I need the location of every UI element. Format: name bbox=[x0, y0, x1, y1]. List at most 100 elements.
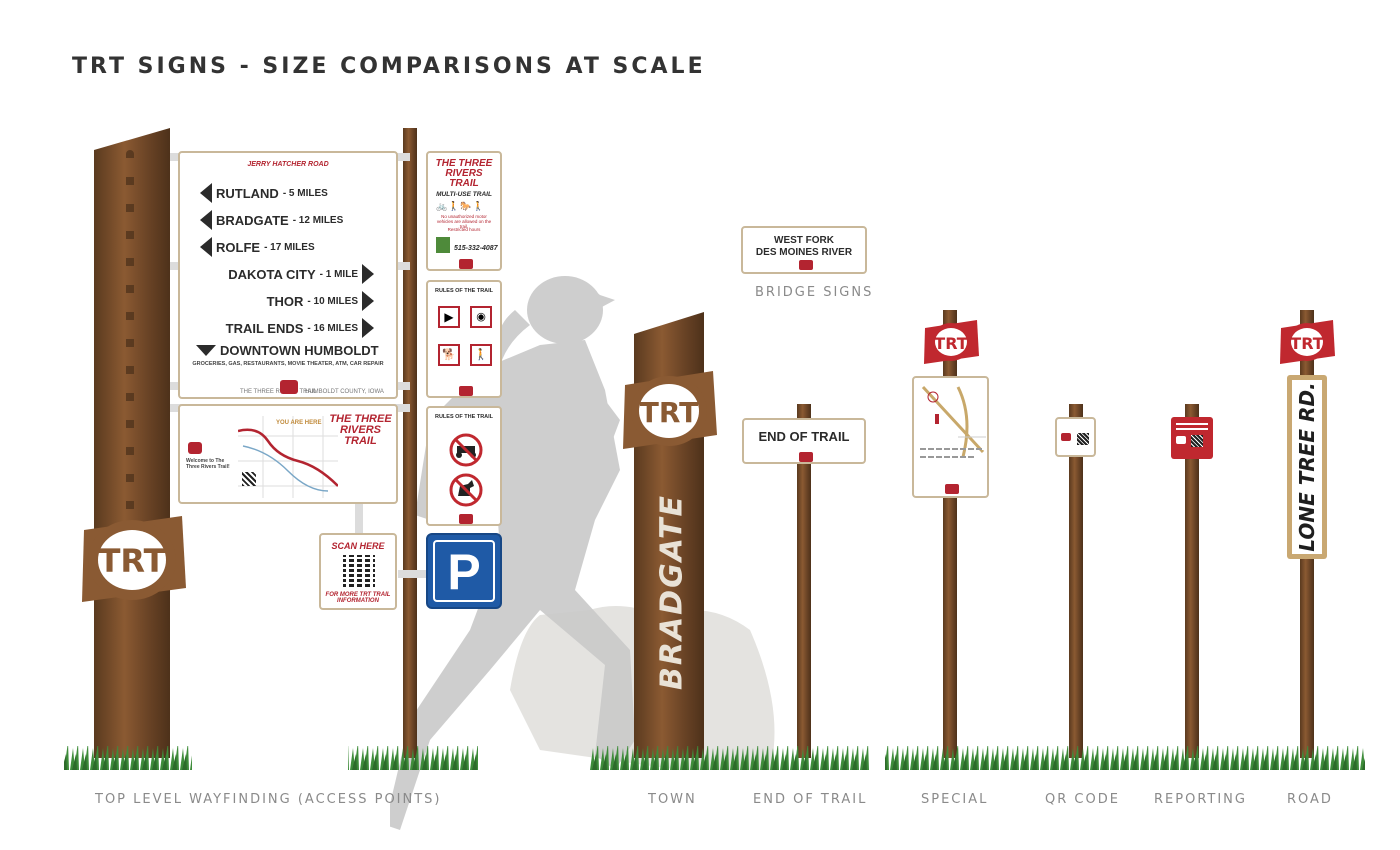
text-lines bbox=[920, 456, 976, 458]
direction-row: DAKOTA CITY - 1 MILE bbox=[228, 264, 374, 284]
trt-logo-icon bbox=[280, 380, 298, 394]
trt-logo-icon bbox=[799, 260, 813, 270]
end-of-trail-text: END OF TRAIL bbox=[758, 429, 850, 444]
end-trail-post bbox=[797, 404, 811, 758]
rules-sign-2: RULES OF THE TRAIL bbox=[426, 406, 502, 526]
svg-text:TRT: TRT bbox=[640, 396, 699, 429]
no-horses-icon bbox=[449, 473, 483, 507]
bracket bbox=[355, 500, 363, 540]
announce-passing-icon: ◉ bbox=[470, 306, 492, 328]
caption-road: ROAD bbox=[1287, 792, 1333, 807]
footer-left: THE THREE RIVERS TRAIL bbox=[240, 389, 317, 395]
parking-sign: P bbox=[426, 533, 502, 609]
bridge-line-2: DES MOINES RIVER bbox=[755, 247, 853, 258]
qr-post bbox=[1069, 404, 1083, 758]
qr-code-icon bbox=[1191, 435, 1203, 447]
rules-heading: RULES OF THE TRAIL bbox=[434, 414, 494, 420]
text-lines bbox=[1176, 423, 1208, 425]
scan-here-sign: SCAN HERE FOR MORE TRT TRAIL INFORMATION bbox=[319, 533, 397, 610]
trt-logo-icon bbox=[1061, 433, 1071, 441]
arrow-right-icon bbox=[362, 291, 374, 311]
you-are-here: YOU ARE HERE bbox=[276, 420, 322, 426]
caption-end-of-trail: END OF TRAIL bbox=[753, 792, 868, 807]
direction-row: RUTLAND - 5 MILES bbox=[200, 183, 328, 203]
direction-row: BRADGATE - 12 MILES bbox=[200, 210, 343, 230]
direction-row: ROLFE - 17 MILES bbox=[200, 237, 315, 257]
trt-logo-icon bbox=[188, 442, 202, 454]
caption-reporting: REPORTING bbox=[1154, 792, 1247, 807]
brand-logo-text: THE THREE RIVERS TRAIL bbox=[329, 413, 392, 447]
trt-logo-icon bbox=[799, 452, 813, 462]
county-logo-icon bbox=[436, 237, 450, 253]
arrow-left-icon bbox=[200, 183, 212, 203]
rules-heading: RULES OF THE TRAIL bbox=[434, 288, 494, 294]
arrow-right-icon bbox=[362, 264, 374, 284]
trt-logo-icon bbox=[459, 386, 473, 396]
svg-text:TRT: TRT bbox=[934, 334, 968, 353]
clean-up-icon: 🚶 bbox=[470, 344, 492, 366]
trt-logo-icon bbox=[945, 484, 959, 494]
post-bolts bbox=[126, 150, 134, 560]
road-sign: LONE TREE RD. bbox=[1287, 375, 1327, 559]
parking-letter: P bbox=[433, 540, 495, 602]
welcome-text: Welcome to The Three Rivers Trail! bbox=[186, 458, 230, 470]
trail-users-icon: 🚲🚶🐎🚶 bbox=[436, 201, 485, 211]
trt-logo-text: TRT bbox=[99, 542, 166, 580]
text-lines bbox=[920, 448, 984, 450]
trail-map-sign: Welcome to The Three Rivers Trail! YOU A… bbox=[178, 404, 398, 504]
road-name: JERRY HATCHER ROAD bbox=[247, 161, 329, 168]
text-lines bbox=[1176, 428, 1208, 430]
road-name: LONE TREE RD. bbox=[1295, 382, 1319, 552]
svg-text:TRT: TRT bbox=[1290, 334, 1324, 353]
special-map-graphic bbox=[921, 385, 986, 457]
phone-number: 515-332-4087 bbox=[454, 245, 498, 252]
trt-logo-icon bbox=[459, 514, 473, 524]
trt-logo-red-icon: TRT bbox=[1280, 320, 1335, 364]
scan-heading: SCAN HERE bbox=[331, 541, 385, 551]
special-map-sign bbox=[912, 376, 989, 498]
footer-right: HUMBOLDT COUNTY, IOWA bbox=[305, 389, 384, 395]
page-title: TRT SIGNS - SIZE COMPARISONS AT SCALE bbox=[72, 54, 706, 79]
caption-qr-code: QR CODE bbox=[1045, 792, 1120, 807]
reporting-post bbox=[1185, 404, 1199, 758]
no-atv-icon bbox=[449, 433, 483, 467]
wayfinding-sign: JERRY HATCHER ROAD RUTLAND - 5 MILES BRAD… bbox=[178, 151, 398, 399]
caption-town: TOWN bbox=[648, 792, 697, 807]
downtown-services: GROCERIES, GAS, RESTAURANTS, MOVIE THEAT… bbox=[192, 361, 384, 367]
caption-bridge: BRIDGE SIGNS bbox=[755, 285, 874, 300]
arrow-down-icon bbox=[196, 345, 216, 356]
end-of-trail-sign: END OF TRAIL bbox=[742, 418, 866, 464]
grass-strip bbox=[64, 746, 1365, 772]
caption-top-level: TOP LEVEL WAYFINDING (ACCESS POINTS) bbox=[95, 792, 442, 807]
direction-row: THOR - 10 MILES bbox=[267, 291, 374, 311]
qr-code-icon bbox=[1077, 433, 1089, 445]
rules-sign-1: RULES OF THE TRAIL ▶ ◉ 🐕 🚶 bbox=[426, 280, 502, 398]
bridge-line-1: WEST FORK bbox=[774, 235, 834, 246]
multi-use-heading: MULTI-USE TRAIL bbox=[436, 191, 492, 198]
trt-logo-cutout: TRT bbox=[623, 371, 717, 449]
caption-special: SPECIAL bbox=[921, 792, 989, 807]
keep-right-icon: ▶ bbox=[438, 306, 460, 328]
bridge-sign: WEST FORK DES MOINES RIVER bbox=[741, 226, 867, 274]
main-post-right bbox=[403, 128, 417, 758]
direction-row: TRAIL ENDS - 16 MILES bbox=[226, 318, 374, 338]
dog-leash-icon: 🐕 bbox=[438, 344, 460, 366]
qr-code-sign bbox=[1055, 417, 1096, 457]
bracket bbox=[398, 570, 426, 578]
trail-map bbox=[238, 416, 338, 498]
arrow-right-icon bbox=[362, 318, 374, 338]
trt-logo-icon bbox=[1176, 436, 1186, 444]
arrow-left-icon bbox=[200, 237, 212, 257]
restricted-note: Restricted hours bbox=[447, 227, 481, 232]
trt-logo-cutout: TRT bbox=[82, 516, 186, 602]
qr-code-icon bbox=[242, 472, 256, 486]
brand-logo-text: THE THREE RIVERS TRAIL bbox=[435, 158, 493, 189]
trt-logo-red-icon: TRT bbox=[924, 320, 979, 364]
reporting-sign bbox=[1171, 417, 1213, 459]
scan-subtext: FOR MORE TRT TRAIL INFORMATION bbox=[325, 592, 391, 604]
town-name: BRADGATE bbox=[654, 493, 690, 691]
qr-code-icon bbox=[343, 555, 375, 587]
direction-row-downtown: DOWNTOWN HUMBOLDT bbox=[196, 343, 379, 358]
trt-logo-icon bbox=[459, 259, 473, 269]
multi-use-trail-sign: THE THREE RIVERS TRAIL MULTI-USE TRAIL 🚲… bbox=[426, 151, 502, 271]
